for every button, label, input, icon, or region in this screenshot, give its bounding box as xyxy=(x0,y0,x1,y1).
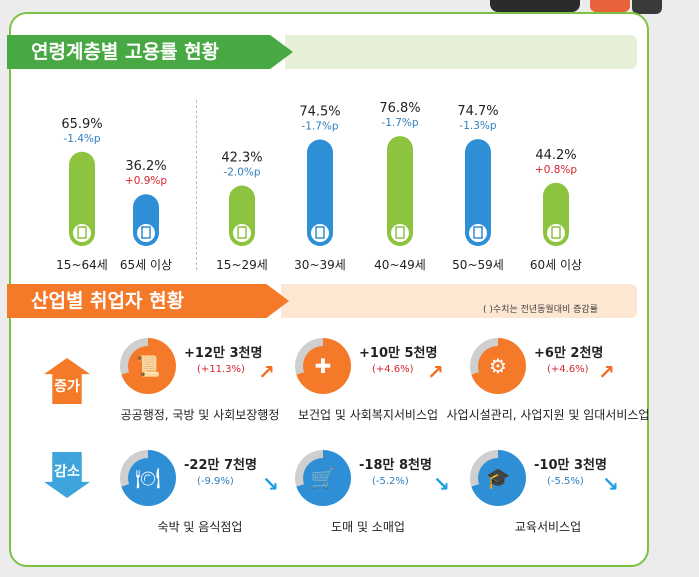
retail-label: 도매 및 소매업 xyxy=(331,520,405,534)
increase-arrow-icon: ↗ xyxy=(258,360,275,384)
section1-band xyxy=(285,35,637,69)
industry-item-public-admin: 📜 +12만 3천명 (+11.3%) ↗ xyxy=(120,338,280,398)
industry-item-health: ✚ +10만 5천명 (+4.6%) ↗ xyxy=(295,338,455,398)
bar-0 xyxy=(69,151,95,246)
change-label-6: +0.8%p xyxy=(535,164,577,176)
document-icon-0 xyxy=(77,226,87,239)
category-label-5: 50~59세 xyxy=(452,258,504,272)
document-icon-1 xyxy=(141,226,151,239)
change-label-2: -2.0%p xyxy=(223,167,260,179)
graduation-cap-icon: 🎓 xyxy=(478,458,518,498)
change-label-4: -1.7%p xyxy=(381,117,418,129)
health-value: +10만 5천명 xyxy=(359,346,438,361)
retail-pct: (-5.2%) xyxy=(372,476,409,487)
category-label-0: 15~64세 xyxy=(56,258,108,272)
bar-5 xyxy=(465,139,491,246)
value-label-5: 74.7% xyxy=(457,104,498,119)
decrease-arrow-icon: ↘ xyxy=(433,472,450,496)
category-label-6: 60세 이상 xyxy=(530,258,582,272)
bar-4 xyxy=(387,136,413,246)
business-support-pct: (+4.6%) xyxy=(547,364,589,375)
public-admin-pct: (+11.3%) xyxy=(197,364,245,375)
business-support-label: 사업시설관리, 사업지원 및 임대서비스업 xyxy=(446,408,650,422)
document-icon-3 xyxy=(315,226,325,239)
section2-band xyxy=(281,284,637,318)
increase-badge-label: 증가 xyxy=(54,379,80,395)
category-label-3: 30~39세 xyxy=(294,258,346,272)
basket-icon: 🛒 xyxy=(303,458,343,498)
retail-value: -18만 8천명 xyxy=(359,458,432,473)
education-ring: 🎓 xyxy=(470,450,526,506)
medical-kit-icon: ✚ xyxy=(303,346,343,386)
people-service-icon: ⚙ xyxy=(478,346,518,386)
bar-icon-2 xyxy=(231,222,253,244)
document-icon-6 xyxy=(551,226,561,239)
change-label-3: -1.7%p xyxy=(301,120,338,132)
change-label-5: -1.3%p xyxy=(459,120,496,132)
industry-item-retail: 🛒 -18만 8천명 (-5.2%) ↘ xyxy=(295,450,455,510)
education-label: 교육서비스업 xyxy=(514,520,582,534)
value-label-1: 36.2% xyxy=(125,159,166,174)
section1-title: 연령계층별 고용률 현황 xyxy=(7,35,293,69)
health-pct: (+4.6%) xyxy=(372,364,414,375)
public-admin-value: +12만 3천명 xyxy=(184,346,263,361)
decrease-arrow-icon: ↘ xyxy=(262,472,279,496)
section2-title: 산업별 취업자 현황 xyxy=(7,284,289,318)
industry-item-education: 🎓 -10만 3천명 (-5.5%) ↘ xyxy=(470,450,630,510)
bar-icon-4 xyxy=(389,222,411,244)
business-support-value: +6만 2천명 xyxy=(534,346,604,361)
value-label-0: 65.9% xyxy=(61,117,102,132)
value-label-4: 76.8% xyxy=(379,101,420,116)
scroll-icon: 📜 xyxy=(128,346,168,386)
accommodation-value: -22만 7천명 xyxy=(184,458,257,473)
change-rate-note: ( )수치는 전년동월대비 증감률 xyxy=(483,305,598,315)
bar-icon-3 xyxy=(309,222,331,244)
bar-icon-6 xyxy=(545,222,567,244)
public-admin-label: 공공행정, 국방 및 사회보장행정 xyxy=(120,408,280,422)
dining-icon: 🍽 xyxy=(128,458,168,498)
category-label-4: 40~49세 xyxy=(374,258,426,272)
bar-icon-0 xyxy=(71,222,93,244)
change-label-1: +0.9%p xyxy=(125,175,167,187)
bar-icon-1 xyxy=(135,222,157,244)
value-label-3: 74.5% xyxy=(299,104,340,119)
decorative-figure-bag xyxy=(632,0,662,14)
change-label-0: -1.4%p xyxy=(63,133,100,145)
increase-arrow-icon: ↗ xyxy=(598,360,615,384)
document-icon-5 xyxy=(473,226,483,239)
accommodation-label: 숙박 및 음식점업 xyxy=(157,520,243,534)
business-support-ring: ⚙ xyxy=(470,338,526,394)
category-label-2: 15~29세 xyxy=(216,258,268,272)
bar-3 xyxy=(307,139,333,246)
education-pct: (-5.5%) xyxy=(547,476,584,487)
retail-ring: 🛒 xyxy=(295,450,351,506)
education-value: -10만 3천명 xyxy=(534,458,607,473)
health-label: 보건업 및 사회복지서비스업 xyxy=(297,408,439,422)
document-icon-2 xyxy=(237,226,247,239)
category-label-1: 65세 이상 xyxy=(120,258,172,272)
accommodation-pct: (-9.9%) xyxy=(197,476,234,487)
bar-icon-5 xyxy=(467,222,489,244)
decorative-figure xyxy=(490,0,580,12)
accommodation-ring: 🍽 xyxy=(120,450,176,506)
public-admin-ring: 📜 xyxy=(120,338,176,394)
value-label-2: 42.3% xyxy=(221,151,262,166)
document-icon-4 xyxy=(395,226,405,239)
chart-divider xyxy=(196,100,197,270)
value-label-6: 44.2% xyxy=(535,148,576,163)
industry-item-accommodation: 🍽 -22만 7천명 (-9.9%) ↘ xyxy=(120,450,280,510)
decrease-arrow-icon: ↘ xyxy=(602,472,619,496)
increase-arrow-icon: ↗ xyxy=(427,360,444,384)
industry-item-business-support: ⚙ +6만 2천명 (+4.6%) ↗ xyxy=(470,338,630,398)
decorative-figure-shirt xyxy=(590,0,630,12)
health-ring: ✚ xyxy=(295,338,351,394)
decrease-badge-label: 감소 xyxy=(54,464,80,480)
